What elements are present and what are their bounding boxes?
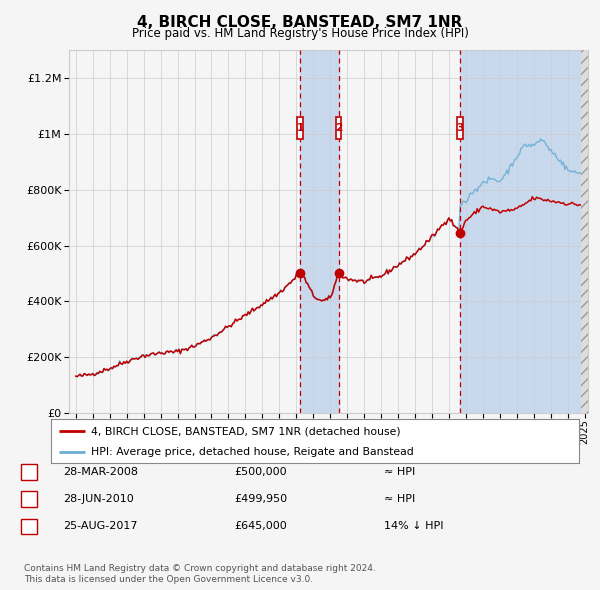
Text: 25-AUG-2017: 25-AUG-2017 xyxy=(63,522,137,531)
Text: ≈ HPI: ≈ HPI xyxy=(384,494,415,504)
Text: 14% ↓ HPI: 14% ↓ HPI xyxy=(384,522,443,531)
Text: HPI: Average price, detached house, Reigate and Banstead: HPI: Average price, detached house, Reig… xyxy=(91,447,413,457)
Text: 2: 2 xyxy=(335,123,342,133)
Text: ≈ HPI: ≈ HPI xyxy=(384,467,415,477)
Text: 4, BIRCH CLOSE, BANSTEAD, SM7 1NR (detached house): 4, BIRCH CLOSE, BANSTEAD, SM7 1NR (detac… xyxy=(91,427,400,436)
Text: £645,000: £645,000 xyxy=(234,522,287,531)
FancyBboxPatch shape xyxy=(457,117,463,139)
Text: 28-MAR-2008: 28-MAR-2008 xyxy=(63,467,138,477)
Text: 1: 1 xyxy=(25,467,32,477)
Text: £500,000: £500,000 xyxy=(234,467,287,477)
Text: 3: 3 xyxy=(25,522,32,531)
Text: Price paid vs. HM Land Registry's House Price Index (HPI): Price paid vs. HM Land Registry's House … xyxy=(131,27,469,40)
Text: 4, BIRCH CLOSE, BANSTEAD, SM7 1NR: 4, BIRCH CLOSE, BANSTEAD, SM7 1NR xyxy=(137,15,463,30)
FancyBboxPatch shape xyxy=(335,117,341,139)
Bar xyxy=(460,50,588,413)
Text: This data is licensed under the Open Government Licence v3.0.: This data is licensed under the Open Gov… xyxy=(24,575,313,584)
FancyBboxPatch shape xyxy=(297,117,303,139)
Text: 2: 2 xyxy=(25,494,32,504)
Text: 28-JUN-2010: 28-JUN-2010 xyxy=(63,494,134,504)
Bar xyxy=(300,50,338,413)
Text: Contains HM Land Registry data © Crown copyright and database right 2024.: Contains HM Land Registry data © Crown c… xyxy=(24,565,376,573)
Text: 1: 1 xyxy=(296,123,304,133)
Text: 3: 3 xyxy=(457,123,464,133)
Text: £499,950: £499,950 xyxy=(234,494,287,504)
